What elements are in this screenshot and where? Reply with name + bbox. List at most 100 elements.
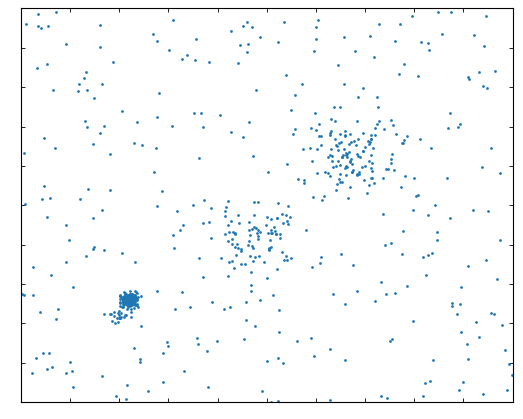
Point bbox=[337, 139, 345, 145]
Point bbox=[424, 251, 433, 258]
Point bbox=[366, 138, 374, 145]
Point bbox=[62, 222, 71, 228]
Point bbox=[130, 140, 138, 147]
Point bbox=[106, 186, 114, 193]
Point bbox=[479, 83, 487, 90]
Point bbox=[414, 191, 422, 198]
Point bbox=[416, 39, 425, 45]
Point bbox=[122, 382, 131, 388]
Point bbox=[302, 227, 311, 234]
Point bbox=[129, 297, 138, 304]
Point bbox=[345, 148, 353, 155]
Point bbox=[235, 219, 244, 226]
Point bbox=[153, 113, 162, 120]
Point bbox=[370, 298, 379, 305]
Point bbox=[127, 305, 135, 312]
Point bbox=[342, 150, 350, 156]
Point bbox=[364, 138, 372, 145]
Point bbox=[362, 190, 371, 197]
Point bbox=[444, 124, 452, 131]
Point bbox=[340, 81, 348, 88]
Point bbox=[116, 293, 124, 300]
Point bbox=[459, 379, 468, 385]
Point bbox=[238, 22, 247, 29]
Point bbox=[416, 136, 425, 142]
Point bbox=[98, 81, 107, 88]
Point bbox=[128, 300, 137, 307]
Point bbox=[326, 146, 335, 153]
Point bbox=[354, 135, 362, 142]
Point bbox=[119, 303, 128, 310]
Point bbox=[353, 117, 361, 124]
Point bbox=[313, 145, 321, 152]
Point bbox=[371, 132, 380, 138]
Point bbox=[119, 295, 128, 302]
Point bbox=[491, 68, 499, 75]
Point bbox=[119, 301, 127, 308]
Point bbox=[384, 165, 392, 172]
Point bbox=[246, 253, 255, 259]
Point bbox=[464, 73, 472, 80]
Point bbox=[424, 40, 432, 47]
Point bbox=[132, 118, 141, 125]
Point bbox=[267, 230, 275, 236]
Point bbox=[124, 304, 133, 310]
Point bbox=[457, 284, 465, 290]
Point bbox=[118, 107, 126, 114]
Point bbox=[128, 298, 137, 305]
Point bbox=[110, 312, 118, 319]
Point bbox=[228, 236, 236, 243]
Point bbox=[433, 237, 441, 244]
Point bbox=[205, 218, 213, 225]
Point bbox=[254, 233, 262, 240]
Point bbox=[90, 95, 98, 101]
Point bbox=[329, 103, 338, 110]
Point bbox=[125, 295, 133, 302]
Point bbox=[126, 291, 134, 297]
Point bbox=[223, 222, 232, 229]
Point bbox=[130, 345, 139, 352]
Point bbox=[100, 247, 108, 253]
Point bbox=[291, 91, 299, 98]
Point bbox=[438, 30, 447, 37]
Point bbox=[134, 304, 143, 311]
Point bbox=[408, 13, 417, 19]
Point bbox=[341, 132, 349, 138]
Point bbox=[114, 318, 122, 325]
Point bbox=[408, 207, 417, 214]
Point bbox=[497, 322, 506, 328]
Point bbox=[345, 141, 353, 147]
Point bbox=[278, 220, 287, 226]
Point bbox=[127, 294, 135, 301]
Point bbox=[385, 338, 394, 344]
Point bbox=[129, 300, 137, 306]
Point bbox=[282, 71, 290, 78]
Point bbox=[158, 187, 166, 194]
Point bbox=[282, 252, 290, 259]
Point bbox=[96, 43, 104, 50]
Point bbox=[369, 145, 378, 152]
Point bbox=[144, 388, 152, 395]
Point bbox=[397, 184, 405, 190]
Point bbox=[310, 353, 318, 360]
Point bbox=[410, 175, 418, 181]
Point bbox=[313, 17, 322, 24]
Point bbox=[418, 393, 427, 399]
Point bbox=[433, 229, 441, 236]
Point bbox=[129, 294, 137, 301]
Point bbox=[34, 23, 42, 29]
Point bbox=[88, 246, 97, 253]
Point bbox=[54, 305, 63, 312]
Point bbox=[387, 239, 395, 246]
Point bbox=[197, 109, 205, 116]
Point bbox=[242, 299, 251, 305]
Point bbox=[482, 13, 490, 19]
Point bbox=[186, 304, 194, 310]
Point bbox=[225, 228, 234, 235]
Point bbox=[247, 269, 255, 275]
Point bbox=[130, 295, 139, 302]
Point bbox=[356, 154, 364, 160]
Point bbox=[115, 308, 123, 314]
Point bbox=[127, 292, 135, 299]
Point bbox=[267, 215, 275, 222]
